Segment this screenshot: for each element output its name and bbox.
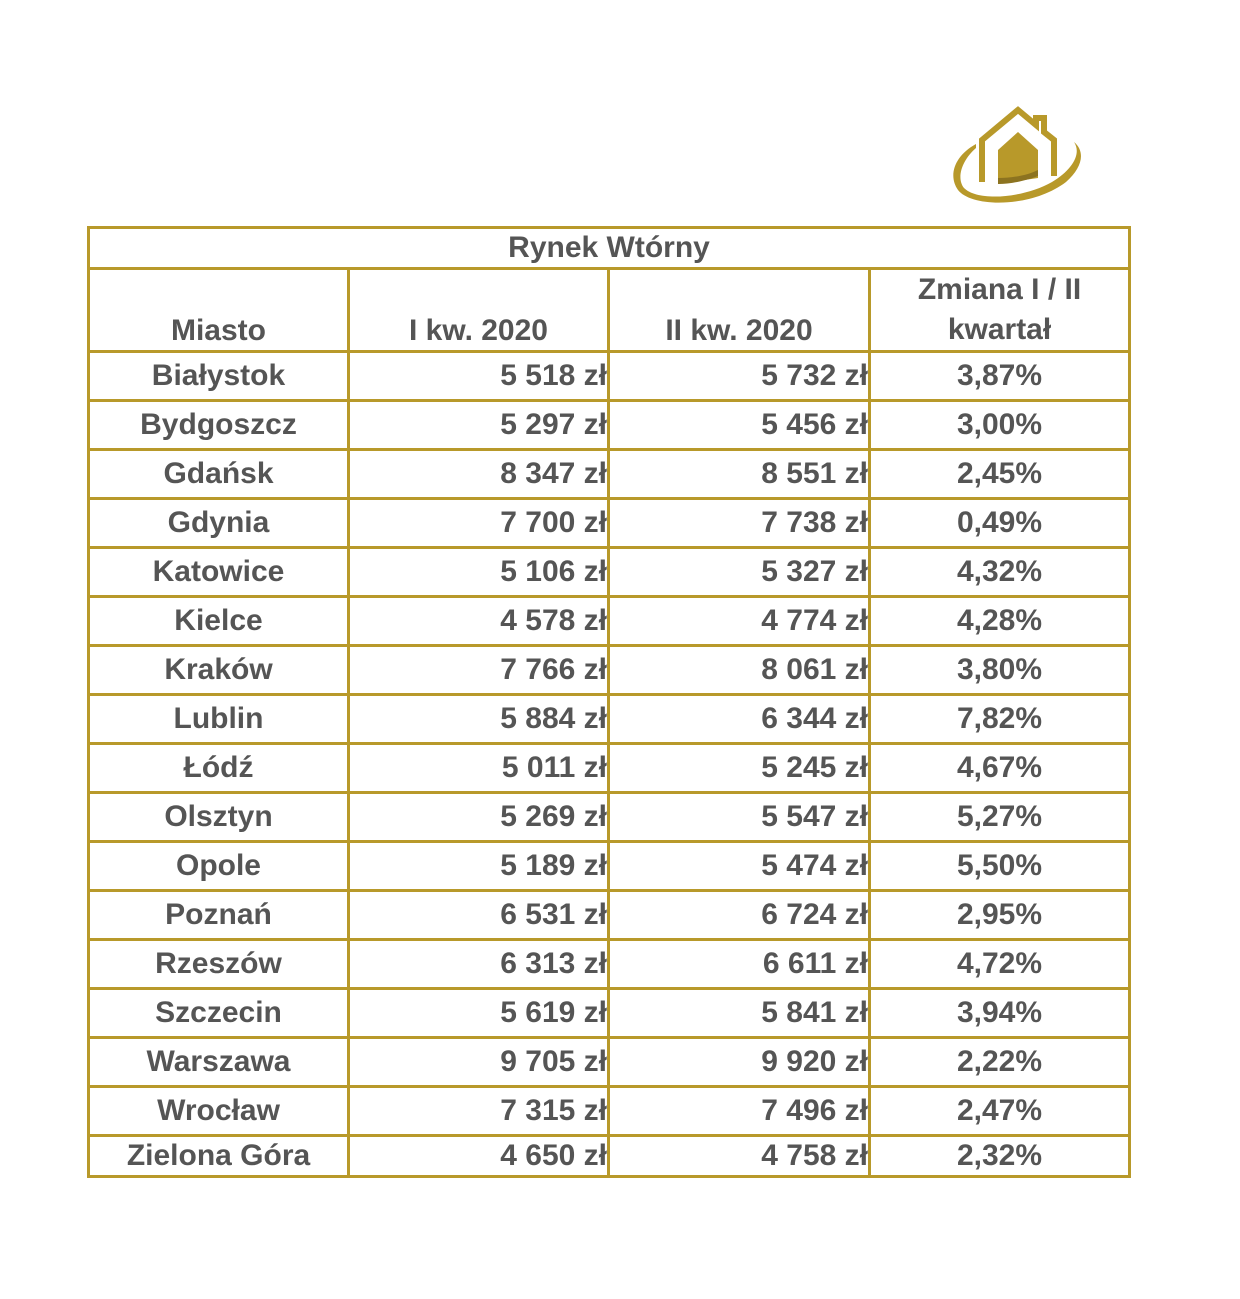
table-row: Białystok 5 518 zł 5 732 zł 3,87%	[87, 350, 1132, 402]
cell-change: 3,80%	[867, 644, 1132, 696]
cell-q1-price: 6 531 zł	[347, 889, 610, 941]
cell-q1-price: 5 619 zł	[347, 987, 610, 1039]
cell-q2-price: 8 551 zł	[607, 448, 871, 500]
cell-q1-price: 5 106 zł	[347, 546, 610, 598]
cell-change: 2,45%	[867, 448, 1132, 500]
cell-q2-price: 8 061 zł	[607, 644, 871, 696]
cell-q1-price: 7 700 zł	[347, 497, 610, 549]
cell-q1-price: 4 650 zł	[347, 1134, 610, 1178]
cell-q1-price: 5 269 zł	[347, 791, 610, 843]
cell-city: Warszawa	[87, 1036, 350, 1088]
table-row: Kraków 7 766 zł 8 061 zł 3,80%	[87, 644, 1132, 696]
cell-q1-price: 9 705 zł	[347, 1036, 610, 1088]
secondary-market-table: Rynek Wtórny Miasto I kw. 2020 II kw. 20…	[86, 226, 1132, 1178]
table-title: Rynek Wtórny	[86, 226, 1132, 270]
house-logo-icon	[953, 106, 1081, 203]
cell-q1-price: 6 313 zł	[347, 938, 610, 990]
cell-city: Lublin	[87, 693, 350, 745]
cell-city: Kraków	[87, 644, 350, 696]
cell-change: 0,49%	[867, 497, 1132, 549]
cell-q1-price: 5 189 zł	[347, 840, 610, 892]
table-row: Gdańsk 8 347 zł 8 551 zł 2,45%	[87, 448, 1132, 500]
cell-q2-price: 4 758 zł	[607, 1134, 871, 1178]
table-row: Poznań 6 531 zł 6 724 zł 2,95%	[87, 889, 1132, 941]
table-row: Szczecin 5 619 zł 5 841 zł 3,94%	[87, 987, 1132, 1039]
cell-q1-price: 7 766 zł	[347, 644, 610, 696]
table-row: Gdynia 7 700 zł 7 738 zł 0,49%	[87, 497, 1132, 549]
cell-q2-price: 6 344 zł	[607, 693, 871, 745]
cell-city: Łódź	[87, 742, 350, 794]
table-row: Rzeszów 6 313 zł 6 611 zł 4,72%	[87, 938, 1132, 990]
table-title-row: Rynek Wtórny	[86, 226, 1132, 270]
cell-change: 2,47%	[867, 1085, 1132, 1137]
cell-q2-price: 5 547 zł	[607, 791, 871, 843]
cell-q2-price: 6 724 zł	[607, 889, 871, 941]
table-row: Opole 5 189 zł 5 474 zł 5,50%	[87, 840, 1132, 892]
table-row: Warszawa 9 705 zł 9 920 zł 2,22%	[87, 1036, 1132, 1088]
column-header-q1-2020: I kw. 2020	[347, 267, 610, 353]
table-row: Katowice 5 106 zł 5 327 zł 4,32%	[87, 546, 1132, 598]
cell-change: 3,94%	[867, 987, 1132, 1039]
table-row: Kielce 4 578 zł 4 774 zł 4,28%	[87, 595, 1132, 647]
cell-city: Rzeszów	[87, 938, 350, 990]
cell-city: Katowice	[87, 546, 350, 598]
column-header-q2-2020: II kw. 2020	[607, 267, 871, 353]
cell-q1-price: 5 011 zł	[347, 742, 610, 794]
cell-city: Gdynia	[87, 497, 350, 549]
cell-q1-price: 7 315 zł	[347, 1085, 610, 1137]
table-row: Olsztyn 5 269 zł 5 547 zł 5,27%	[87, 791, 1132, 843]
table-row: Wrocław 7 315 zł 7 496 zł 2,47%	[87, 1085, 1132, 1137]
cell-change: 4,67%	[867, 742, 1132, 794]
cell-change: 5,50%	[867, 840, 1132, 892]
cell-q1-price: 4 578 zł	[347, 595, 610, 647]
cell-q1-price: 8 347 zł	[347, 448, 610, 500]
cell-city: Wrocław	[87, 1085, 350, 1137]
cell-q2-price: 5 732 zł	[607, 350, 871, 402]
cell-change: 3,87%	[867, 350, 1132, 402]
cell-change: 3,00%	[867, 399, 1132, 451]
cell-city: Opole	[87, 840, 350, 892]
cell-q1-price: 5 297 zł	[347, 399, 610, 451]
table-header-row: Miasto I kw. 2020 II kw. 2020 Zmiana I /…	[87, 267, 1132, 353]
cell-q2-price: 9 920 zł	[607, 1036, 871, 1088]
cell-q1-price: 5 518 zł	[347, 350, 610, 402]
cell-q2-price: 4 774 zł	[607, 595, 871, 647]
cell-q2-price: 5 327 zł	[607, 546, 871, 598]
table-row: Bydgoszcz 5 297 zł 5 456 zł 3,00%	[87, 399, 1132, 451]
cell-change: 2,22%	[867, 1036, 1132, 1088]
cell-city: Gdańsk	[87, 448, 350, 500]
table-row: Lublin 5 884 zł 6 344 zł 7,82%	[87, 693, 1132, 745]
cell-change: 5,27%	[867, 791, 1132, 843]
cell-change: 2,32%	[867, 1134, 1132, 1178]
cell-q2-price: 5 474 zł	[607, 840, 871, 892]
column-header-city: Miasto	[87, 267, 350, 353]
cell-change: 2,95%	[867, 889, 1132, 941]
cell-q2-price: 7 496 zł	[607, 1085, 871, 1137]
cell-city: Poznań	[87, 889, 350, 941]
cell-q2-price: 5 841 zł	[607, 987, 871, 1039]
cell-q2-price: 6 611 zł	[607, 938, 871, 990]
table-row: Zielona Góra 4 650 zł 4 758 zł 2,32%	[87, 1134, 1132, 1178]
cell-q1-price: 5 884 zł	[347, 693, 610, 745]
cell-change: 4,72%	[867, 938, 1132, 990]
table-row: Łódź 5 011 zł 5 245 zł 4,67%	[87, 742, 1132, 794]
cell-city: Olsztyn	[87, 791, 350, 843]
cell-city: Szczecin	[87, 987, 350, 1039]
cell-change: 4,32%	[867, 546, 1132, 598]
cell-q2-price: 5 245 zł	[607, 742, 871, 794]
column-header-change: Zmiana I / II kwartał	[867, 267, 1132, 353]
cell-change: 4,28%	[867, 595, 1132, 647]
cell-city: Białystok	[87, 350, 350, 402]
table-body: Białystok 5 518 zł 5 732 zł 3,87% Bydgoszcz 5…	[87, 350, 1132, 1178]
cell-city: Bydgoszcz	[87, 399, 350, 451]
cell-change: 7,82%	[867, 693, 1132, 745]
cell-city: Kielce	[87, 595, 350, 647]
cell-q2-price: 7 738 zł	[607, 497, 871, 549]
cell-city: Zielona Góra	[87, 1134, 350, 1178]
cell-q2-price: 5 456 zł	[607, 399, 871, 451]
